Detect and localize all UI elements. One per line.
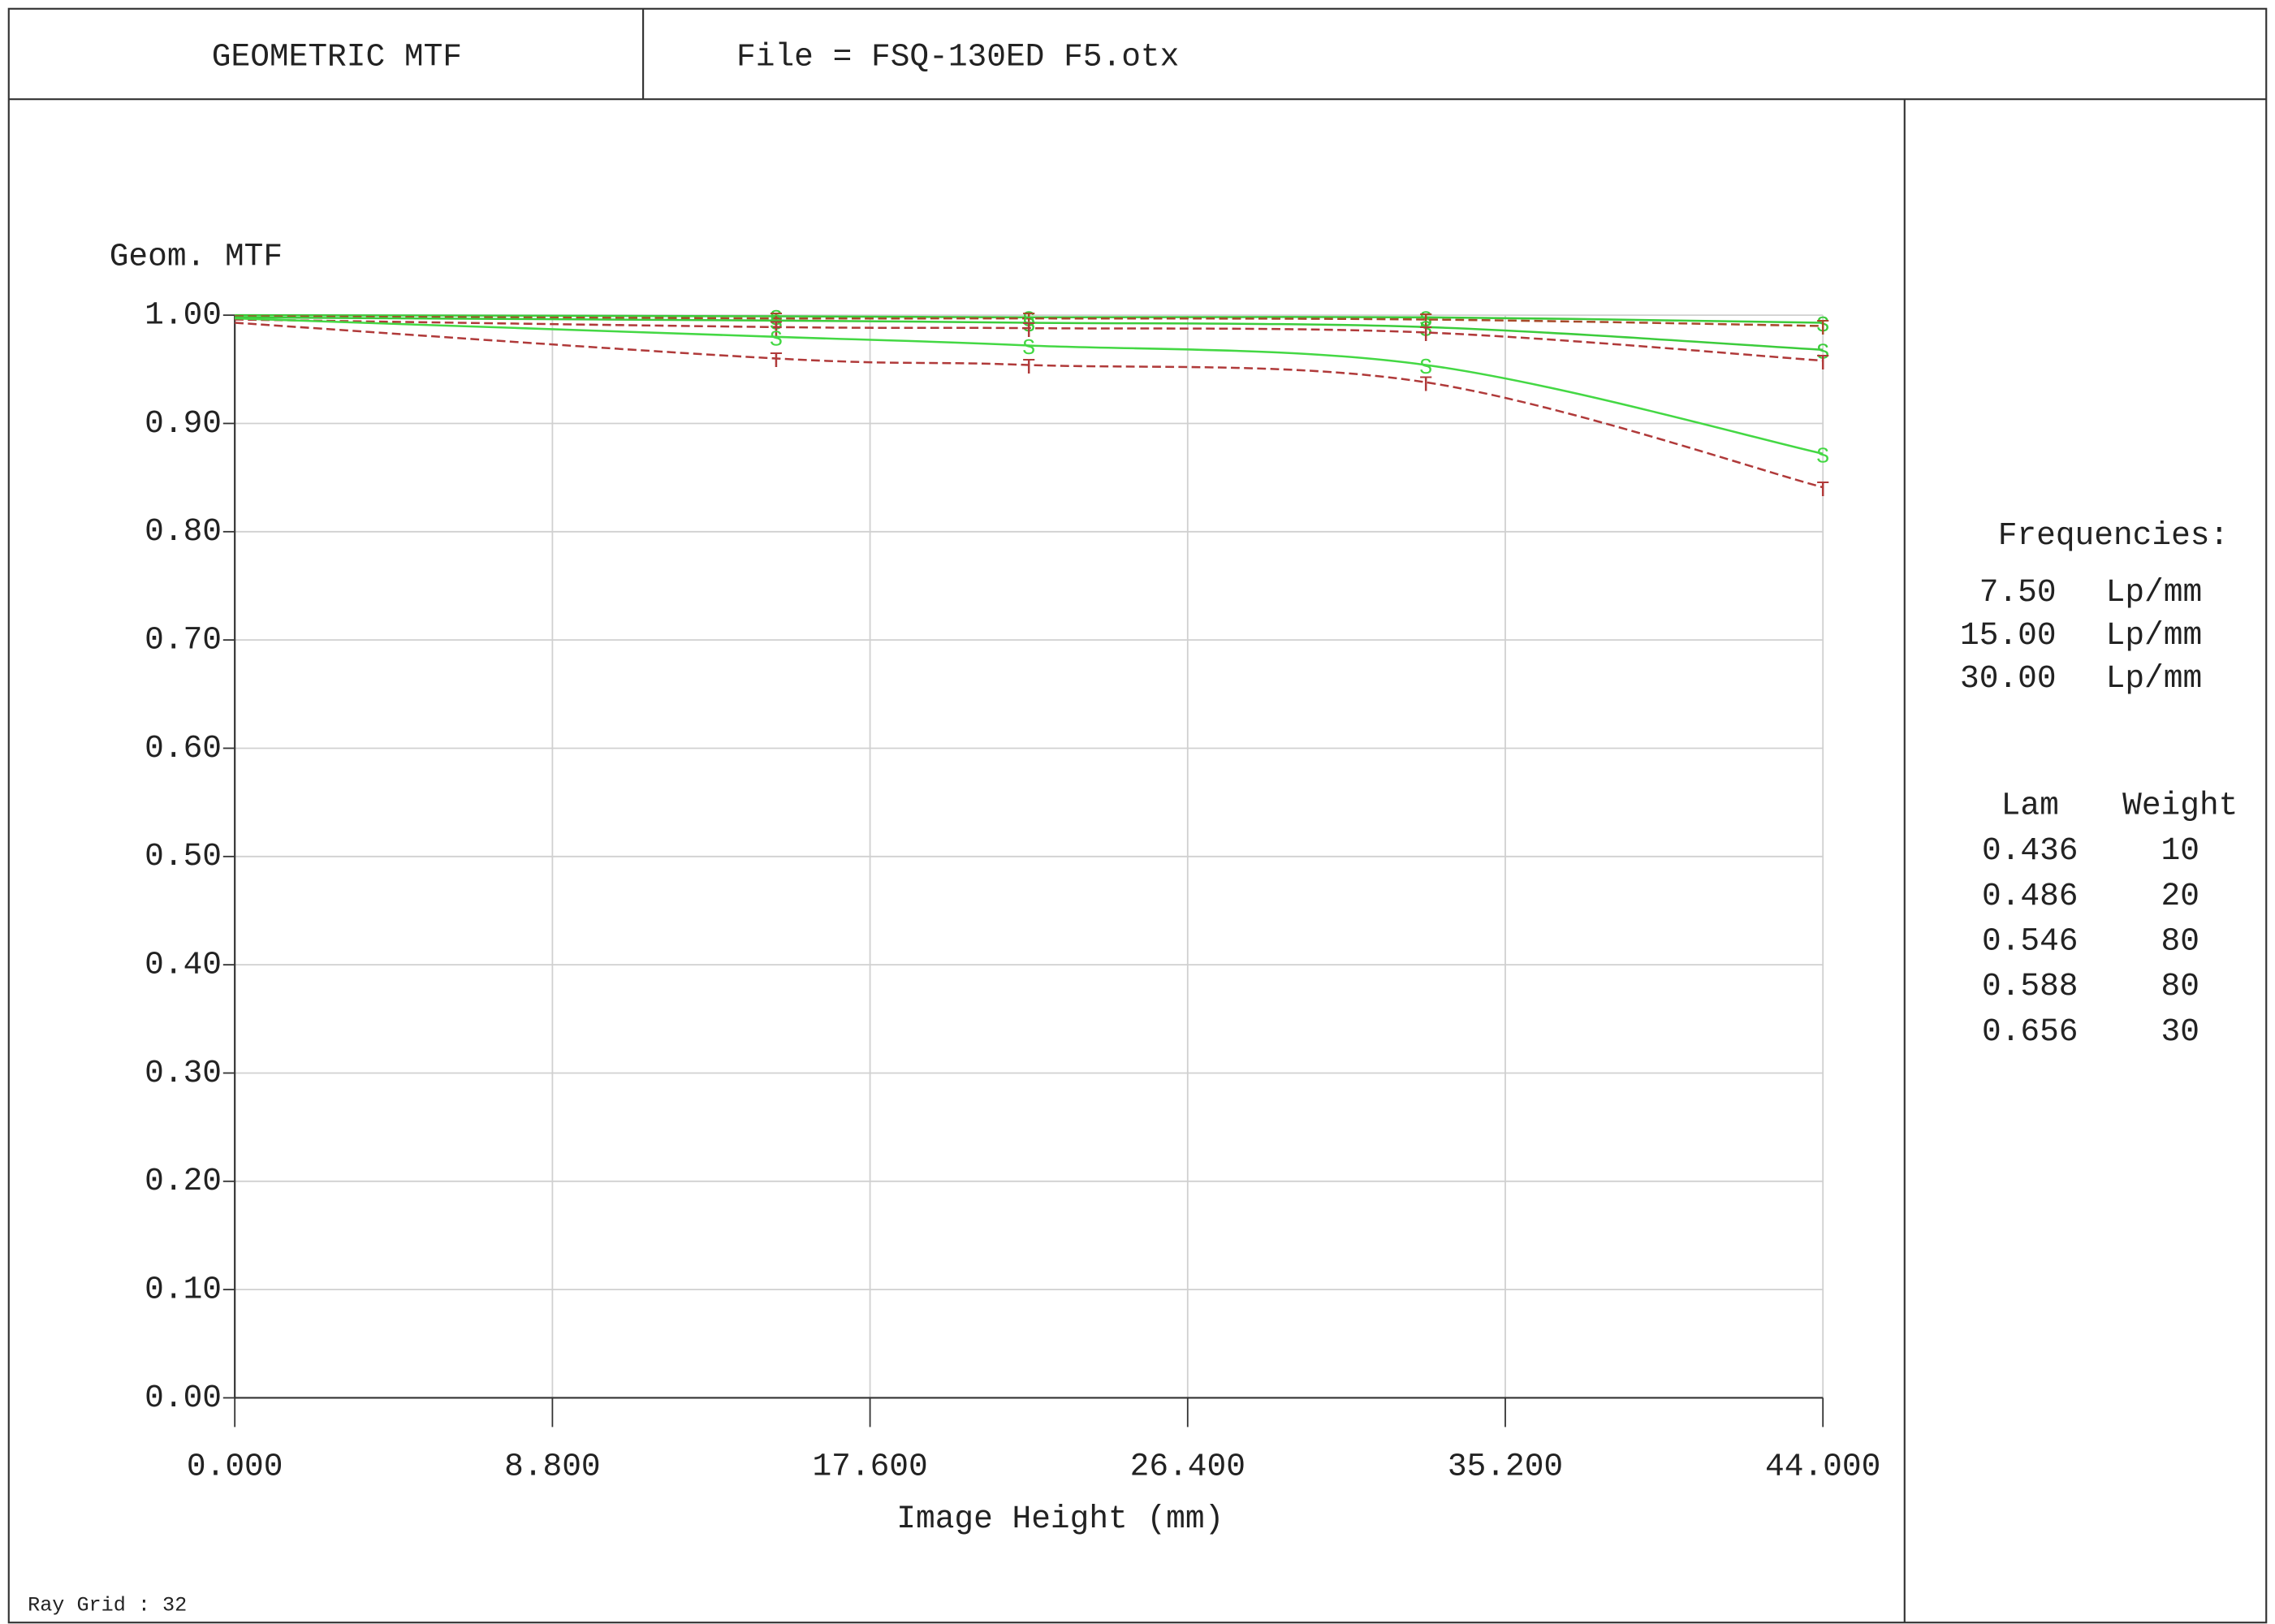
weight: 10 [2161,832,2199,869]
y-tick-label: 0.10 [145,1272,222,1308]
frequency-value: 30.00 [1960,660,2057,697]
x-tick-label: 44.000 [1765,1448,1880,1484]
curve-marker: S [770,329,783,353]
curve-marker: T [1419,311,1432,335]
y-tick-label: 0.80 [145,513,222,550]
curve-marker: T [1419,324,1432,348]
mtf-curve [235,315,1824,327]
frequency-unit: Lp/mm [2106,660,2203,697]
curve-marker: T [1816,352,1829,377]
wavelength: 0.588 [1982,968,2079,1004]
curve-marker: S [1816,342,1829,366]
frequency-value: 7.50 [1979,574,2057,611]
wavelength: 0.656 [1982,1013,2079,1050]
curve-marker: T [770,310,783,335]
mtf-curve [235,313,1824,324]
curve-marker: T [1816,317,1829,342]
curve-marker: S [1816,314,1829,339]
frequencies-title: Frequencies: [1998,517,2230,554]
wavelength: 0.436 [1982,832,2079,869]
weight: 80 [2161,922,2199,959]
mtf-curve [235,322,1824,489]
curve-marker: S [770,313,783,337]
mtf-curve [235,318,1824,362]
x-tick-label: 17.600 [812,1448,927,1484]
curve-marker: T [1816,479,1829,503]
weight: 30 [2161,1013,2199,1050]
y-tick-label: 0.20 [145,1163,222,1199]
y-tick-label: 0.00 [145,1380,222,1416]
curve-marker: S [1022,314,1035,339]
mtf-curve [235,316,1824,352]
mtf-curve [235,317,1824,456]
x-axis-label: Image Height (mm) [896,1501,1224,1537]
curve-marker: S [1022,337,1035,361]
y-tick-label: 0.70 [145,622,222,659]
ray-grid-note: Ray Grid : 32 [28,1593,187,1617]
curve-marker: T [1022,356,1035,381]
curve-marker: S [1419,356,1432,381]
frequency-unit: Lp/mm [2106,574,2203,611]
weight: 20 [2161,878,2199,914]
curve-marker: T [770,350,783,374]
header-file: File = FSQ-130ED F5.otx [736,39,1179,76]
y-tick-label: 1.00 [145,297,222,334]
y-axis-label: Geom. MTF [110,239,283,275]
curve-marker: T [1022,320,1035,344]
y-tick-label: 0.90 [145,405,222,442]
frequency-value: 15.00 [1960,617,2057,654]
x-tick-label: 0.000 [187,1448,283,1484]
wavelength: 0.546 [1982,922,2079,959]
y-tick-label: 0.40 [145,947,222,983]
y-tick-label: 0.30 [145,1055,222,1091]
x-tick-label: 35.200 [1448,1448,1563,1484]
wavelength: 0.486 [1982,878,2079,914]
weight: 80 [2161,968,2199,1004]
frequency-unit: Lp/mm [2106,617,2203,654]
lam-header: Lam [2001,787,2059,823]
curve-marker: S [1419,319,1432,343]
y-tick-label: 0.60 [145,730,222,767]
weight-header: Weight [2122,787,2238,823]
outer-frame [7,7,2268,1624]
curve-marker: T [1419,374,1432,399]
x-tick-label: 26.400 [1130,1448,1245,1484]
curve-marker: S [1816,446,1829,470]
header-title: GEOMETRIC MTF [212,39,462,76]
y-tick-label: 0.50 [145,838,222,875]
x-tick-label: 8.800 [504,1448,601,1484]
